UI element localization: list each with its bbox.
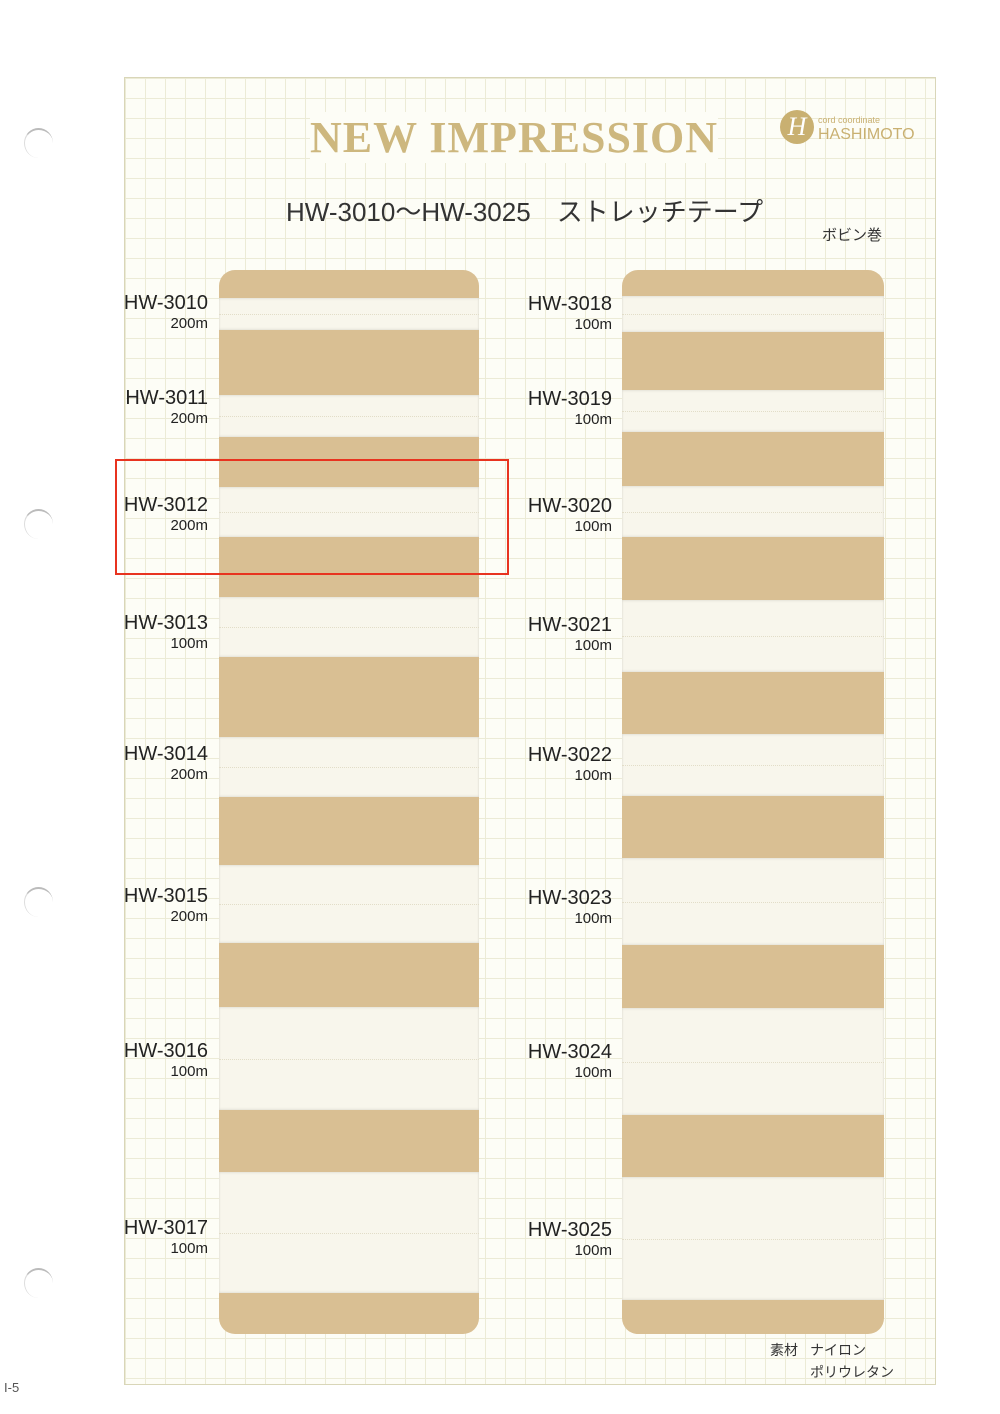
product-label: HW-3020 100m xyxy=(502,495,612,535)
logo-mark: H xyxy=(780,110,814,144)
product-length: 200m xyxy=(170,766,208,783)
product-code: HW-3023 xyxy=(527,887,612,909)
product-length: 100m xyxy=(574,518,612,535)
material-nylon: ナイロン xyxy=(810,1342,866,1358)
hashimoto-logo: H cord coordinate HASHIMOTO xyxy=(780,110,925,146)
product-code: HW-3021 xyxy=(527,614,612,636)
product-code: HW-3017 xyxy=(123,1217,208,1239)
product-code: HW-3010 xyxy=(123,292,208,314)
product-code: HW-3011 xyxy=(125,387,208,409)
selection-highlight[interactable] xyxy=(115,459,509,575)
product-length: 100m xyxy=(170,635,208,652)
product-length: 100m xyxy=(574,767,612,784)
product-length: 100m xyxy=(574,316,612,333)
tape-sample[interactable] xyxy=(219,487,479,537)
product-length: 200m xyxy=(170,908,208,925)
product-label: HW-3017 100m xyxy=(98,1217,208,1257)
tape-sample[interactable] xyxy=(622,1177,884,1300)
product-label: HW-3014 200m xyxy=(98,743,208,783)
product-length: 100m xyxy=(170,1063,208,1080)
product-code: HW-3019 xyxy=(527,388,612,410)
tape-sample[interactable] xyxy=(622,1008,884,1115)
tape-sample[interactable] xyxy=(219,597,479,657)
product-label: HW-3016 100m xyxy=(98,1040,208,1080)
page-number: I-5 xyxy=(4,1380,20,1395)
material-polyurethane: ポリウレタン xyxy=(810,1364,894,1380)
product-length: 200m xyxy=(170,315,208,332)
product-length: 200m xyxy=(170,410,208,427)
product-length: 100m xyxy=(574,910,612,927)
product-code: HW-3020 xyxy=(527,495,612,517)
product-label: HW-3015 200m xyxy=(98,885,208,925)
logo-tagline: cord coordinate xyxy=(818,115,881,125)
product-code: HW-3024 xyxy=(527,1041,612,1063)
product-label: HW-3018 100m xyxy=(502,293,612,333)
binder-hole xyxy=(24,1268,53,1298)
tape-sample[interactable] xyxy=(219,1007,479,1110)
product-code: HW-3015 xyxy=(123,885,208,907)
product-label: HW-3022 100m xyxy=(502,744,612,784)
tape-sample[interactable] xyxy=(622,734,884,796)
tape-sample[interactable] xyxy=(622,390,884,432)
product-length: 100m xyxy=(574,1064,612,1081)
product-length: 100m xyxy=(574,411,612,428)
page-title: NEW IMPRESSION xyxy=(310,112,719,163)
product-label: HW-3023 100m xyxy=(502,887,612,927)
product-length: 100m xyxy=(574,637,612,654)
binder-hole xyxy=(24,887,53,917)
product-label: HW-3021 100m xyxy=(502,614,612,654)
product-code: HW-3018 xyxy=(527,293,612,315)
material-label: 素材 xyxy=(770,1342,798,1358)
tape-sample[interactable] xyxy=(219,395,479,437)
product-code: HW-3025 xyxy=(527,1219,612,1241)
sample-card-right xyxy=(622,270,884,1334)
product-label: HW-3012 200m xyxy=(98,494,208,534)
product-code: HW-3012 xyxy=(123,494,208,516)
product-label: HW-3024 100m xyxy=(502,1041,612,1081)
product-label: HW-3010 200m xyxy=(98,292,208,332)
binder-hole xyxy=(24,509,53,539)
product-code: HW-3022 xyxy=(527,744,612,766)
logo-brand: HASHIMOTO xyxy=(818,126,915,143)
product-label: HW-3019 100m xyxy=(502,388,612,428)
product-range-title: HW-3010〜HW-3025 ストレッチテープ xyxy=(286,197,764,227)
tape-sample[interactable] xyxy=(622,296,884,332)
product-length: 100m xyxy=(170,1240,208,1257)
tape-sample[interactable] xyxy=(622,858,884,945)
product-length: 200m xyxy=(170,517,208,534)
product-label: HW-3011 200m xyxy=(98,387,208,427)
binder-hole xyxy=(24,128,53,158)
product-label: HW-3025 100m xyxy=(502,1219,612,1259)
product-label: HW-3013 100m xyxy=(98,612,208,652)
product-code: HW-3013 xyxy=(123,612,208,634)
tape-sample[interactable] xyxy=(622,486,884,537)
tape-sample[interactable] xyxy=(219,865,479,943)
tape-sample[interactable] xyxy=(622,600,884,672)
sample-card-left xyxy=(219,270,479,1334)
tape-sample[interactable] xyxy=(219,737,479,797)
tape-sample[interactable] xyxy=(219,1172,479,1293)
packaging-label: ボビン巻 xyxy=(822,227,883,244)
product-code: HW-3016 xyxy=(123,1040,208,1062)
product-length: 100m xyxy=(574,1242,612,1259)
tape-sample[interactable] xyxy=(219,298,479,330)
product-code: HW-3014 xyxy=(123,743,208,765)
